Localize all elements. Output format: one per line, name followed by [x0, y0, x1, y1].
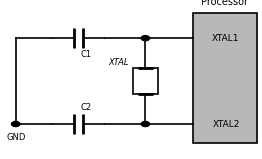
Text: C2: C2 — [81, 103, 92, 112]
Text: XTAL2: XTAL2 — [212, 120, 240, 128]
Circle shape — [12, 121, 20, 127]
Circle shape — [141, 36, 150, 41]
Text: GND: GND — [6, 133, 25, 142]
Text: XTAL: XTAL — [108, 58, 129, 67]
Bar — [193, 13, 257, 143]
Circle shape — [141, 121, 150, 127]
Text: C1: C1 — [81, 50, 92, 59]
Text: XTAL1: XTAL1 — [212, 34, 240, 43]
Bar — [133, 68, 158, 94]
Text: Processor: Processor — [201, 0, 248, 7]
